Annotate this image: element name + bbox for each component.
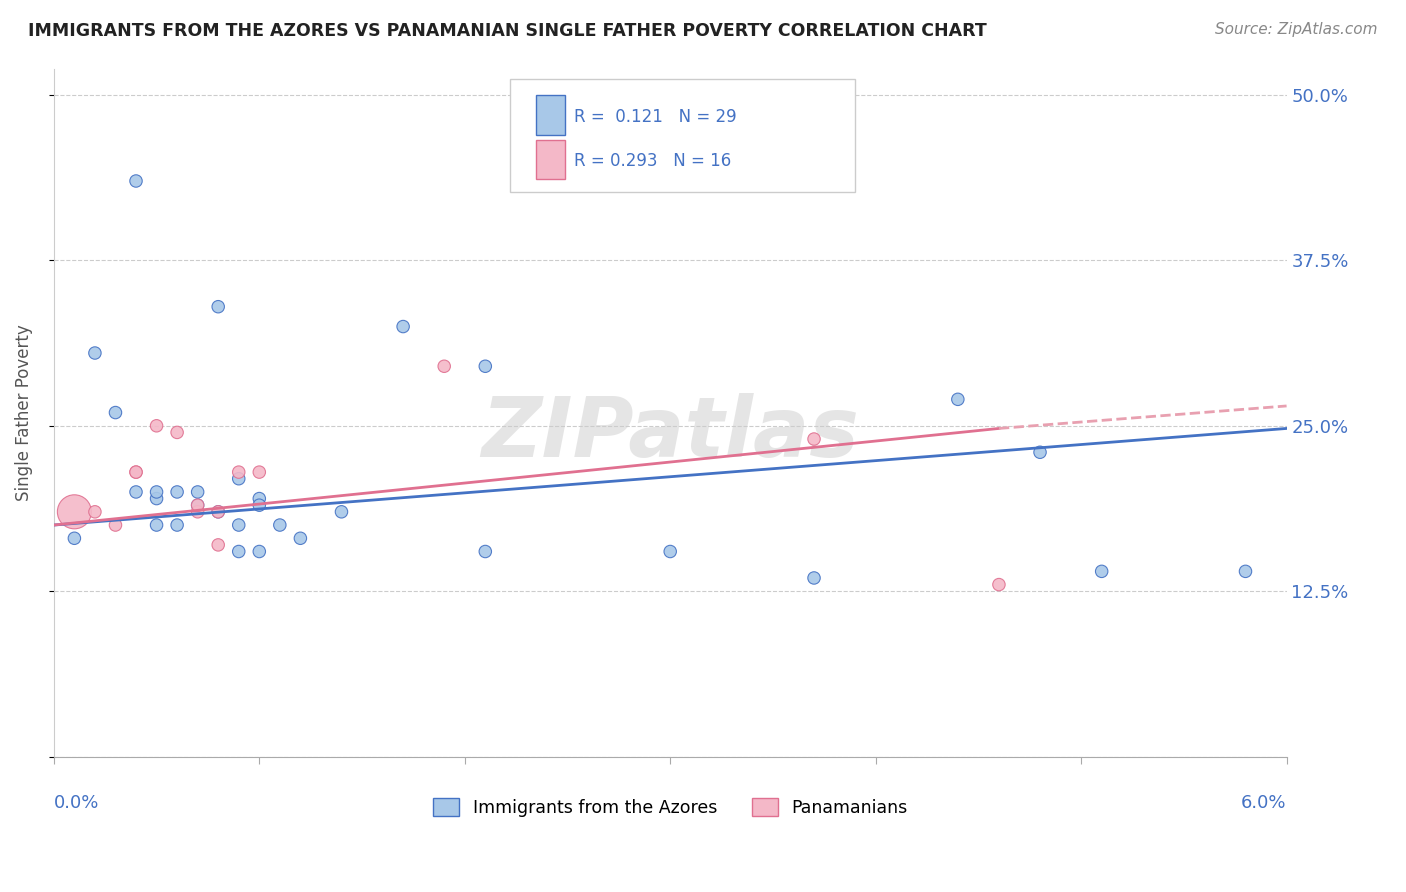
Legend: Immigrants from the Azores, Panamanians: Immigrants from the Azores, Panamanians — [426, 791, 915, 823]
Point — [125, 174, 148, 188]
Point — [207, 505, 229, 519]
Point — [247, 465, 270, 479]
Text: ZIPatlas: ZIPatlas — [481, 392, 859, 474]
Text: Source: ZipAtlas.com: Source: ZipAtlas.com — [1215, 22, 1378, 37]
Point — [228, 465, 250, 479]
Point — [63, 505, 86, 519]
Point — [330, 505, 353, 519]
Point — [207, 505, 229, 519]
Point — [145, 485, 167, 500]
Point — [145, 418, 167, 433]
Point — [145, 491, 167, 506]
Point — [166, 485, 188, 500]
Point — [803, 571, 825, 585]
Point — [392, 319, 415, 334]
Point — [63, 531, 86, 545]
Point — [228, 544, 250, 558]
Point — [1234, 565, 1257, 579]
Text: R =  0.121   N = 29: R = 0.121 N = 29 — [574, 108, 737, 126]
Point — [803, 432, 825, 446]
Point — [166, 518, 188, 533]
Point — [125, 465, 148, 479]
FancyBboxPatch shape — [510, 78, 855, 193]
Point — [474, 544, 496, 558]
Text: IMMIGRANTS FROM THE AZORES VS PANAMANIAN SINGLE FATHER POVERTY CORRELATION CHART: IMMIGRANTS FROM THE AZORES VS PANAMANIAN… — [28, 22, 987, 40]
Point — [987, 577, 1010, 591]
Point — [1091, 565, 1114, 579]
Point — [474, 359, 496, 374]
Point — [290, 531, 312, 545]
Point — [228, 472, 250, 486]
Point — [187, 485, 209, 500]
Text: 6.0%: 6.0% — [1241, 795, 1286, 813]
FancyBboxPatch shape — [536, 140, 565, 179]
Point — [228, 518, 250, 533]
Point — [1029, 445, 1052, 459]
Point — [269, 518, 291, 533]
Point — [125, 485, 148, 500]
Point — [207, 300, 229, 314]
Y-axis label: Single Father Poverty: Single Father Poverty — [15, 324, 32, 501]
Point — [433, 359, 456, 374]
Point — [104, 406, 127, 420]
Point — [187, 505, 209, 519]
Text: R = 0.293   N = 16: R = 0.293 N = 16 — [574, 153, 731, 170]
Point — [84, 505, 107, 519]
Point — [125, 465, 148, 479]
Point — [166, 425, 188, 440]
Point — [247, 498, 270, 512]
Point — [659, 544, 682, 558]
Point — [207, 538, 229, 552]
FancyBboxPatch shape — [536, 95, 565, 135]
Point — [104, 518, 127, 533]
Point — [84, 346, 107, 360]
Point — [247, 544, 270, 558]
Point — [187, 498, 209, 512]
Point — [145, 518, 167, 533]
Text: 0.0%: 0.0% — [53, 795, 100, 813]
Point — [946, 392, 969, 407]
Point — [247, 491, 270, 506]
Point — [187, 498, 209, 512]
